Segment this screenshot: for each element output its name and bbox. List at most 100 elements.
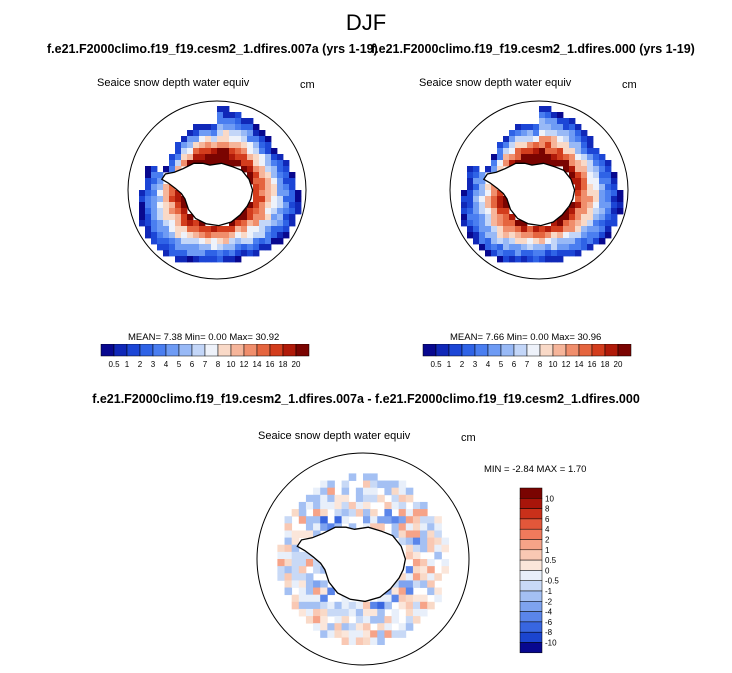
map-cell [479, 232, 486, 239]
map-cell [241, 142, 248, 149]
map-cell [412, 509, 421, 517]
map-cell [157, 214, 164, 221]
colorbar-tick-label: 8 [216, 360, 221, 369]
map-cell [157, 244, 164, 251]
map-cell [485, 220, 492, 227]
map-cell [551, 238, 558, 245]
map-cell [271, 238, 278, 245]
map-cell [581, 220, 588, 227]
map-cell [277, 190, 284, 197]
map-cell [497, 232, 504, 239]
map-cell [605, 190, 612, 197]
map-cell [593, 160, 600, 167]
map-cell [533, 130, 540, 137]
map-cell [497, 256, 504, 263]
map-cell [485, 250, 492, 257]
map-cell [427, 587, 435, 596]
map-cell [247, 154, 254, 161]
map-cell [605, 166, 612, 173]
map-cell [277, 178, 284, 185]
map-cell [291, 537, 300, 546]
colorbar-swatch [519, 570, 543, 581]
map-cell [398, 487, 407, 496]
map-cell [298, 559, 307, 567]
map-cell [384, 616, 392, 624]
map-cell [313, 566, 321, 574]
map-cell [229, 142, 236, 149]
colorbar-swatch [435, 344, 450, 357]
map-cell [551, 250, 558, 257]
map-cell [217, 106, 224, 113]
map-cell [241, 232, 248, 239]
map-cell [473, 190, 480, 197]
map-cell [283, 220, 290, 227]
map-cell [581, 226, 588, 233]
map-cell [569, 208, 576, 215]
map-cell [163, 196, 170, 203]
map-cell [527, 142, 534, 149]
map-cell [277, 184, 284, 191]
map-cell [563, 238, 570, 245]
map-cell [533, 142, 540, 149]
map-cell [327, 501, 335, 510]
map-cell [247, 136, 254, 143]
map-cell [259, 232, 266, 239]
map-cell [551, 124, 558, 131]
difference-title: f.e21.F2000climo.f19_f19.cesm2_1.dfires.… [92, 392, 640, 406]
colorbar-swatch [282, 344, 297, 357]
map-cell [581, 172, 588, 179]
map-cell [295, 202, 302, 209]
map-cell [533, 124, 540, 131]
map-cell [599, 166, 606, 173]
map-cell [241, 244, 248, 251]
map-cell [581, 136, 588, 143]
map-cell [503, 208, 510, 215]
map-cell [370, 473, 378, 481]
map-cell [479, 244, 486, 251]
map-cell [320, 580, 328, 588]
map-cell [569, 226, 576, 233]
map-cell [341, 480, 350, 489]
colorbar-swatch [178, 344, 193, 357]
map-cell [341, 630, 350, 638]
map-cell [420, 566, 428, 574]
map-cell [271, 178, 278, 185]
right-stats: MEAN= 7.66 Min= 0.00 Max= 30.96 [450, 332, 602, 343]
map-cell [187, 142, 194, 149]
map-cell [563, 118, 570, 125]
colorbar-tick-label: 6 [545, 515, 550, 524]
colorbar-swatch [519, 631, 543, 643]
map-cell [291, 594, 300, 603]
map-cell [593, 232, 600, 239]
map-cell [593, 226, 600, 233]
map-cell [467, 202, 474, 209]
map-cell [253, 202, 260, 209]
map-cell [271, 184, 278, 191]
map-cell [575, 220, 582, 227]
map-cell [187, 214, 194, 221]
map-cell [434, 551, 442, 560]
map-cell [473, 166, 480, 173]
map-cell [581, 244, 588, 251]
map-cell [305, 616, 314, 624]
map-cell [291, 580, 300, 588]
map-cell [533, 226, 540, 233]
map-cell [420, 580, 428, 588]
map-cell [284, 530, 293, 538]
map-cell [503, 250, 510, 257]
colorbar-tick-label: 7 [525, 360, 530, 369]
colorbar-swatch [519, 549, 543, 561]
map-cell [163, 190, 170, 197]
map-cell [377, 630, 385, 638]
colorbar-swatch [617, 344, 632, 357]
map-cell [503, 214, 510, 221]
map-cell [305, 601, 314, 610]
map-cell [247, 118, 254, 125]
map-cell [211, 148, 218, 155]
map-cell [235, 256, 242, 263]
map-cell [551, 118, 558, 125]
map-cell [223, 226, 230, 233]
map-cell [341, 616, 350, 624]
map-cell [467, 190, 474, 197]
map-cell [557, 142, 564, 149]
